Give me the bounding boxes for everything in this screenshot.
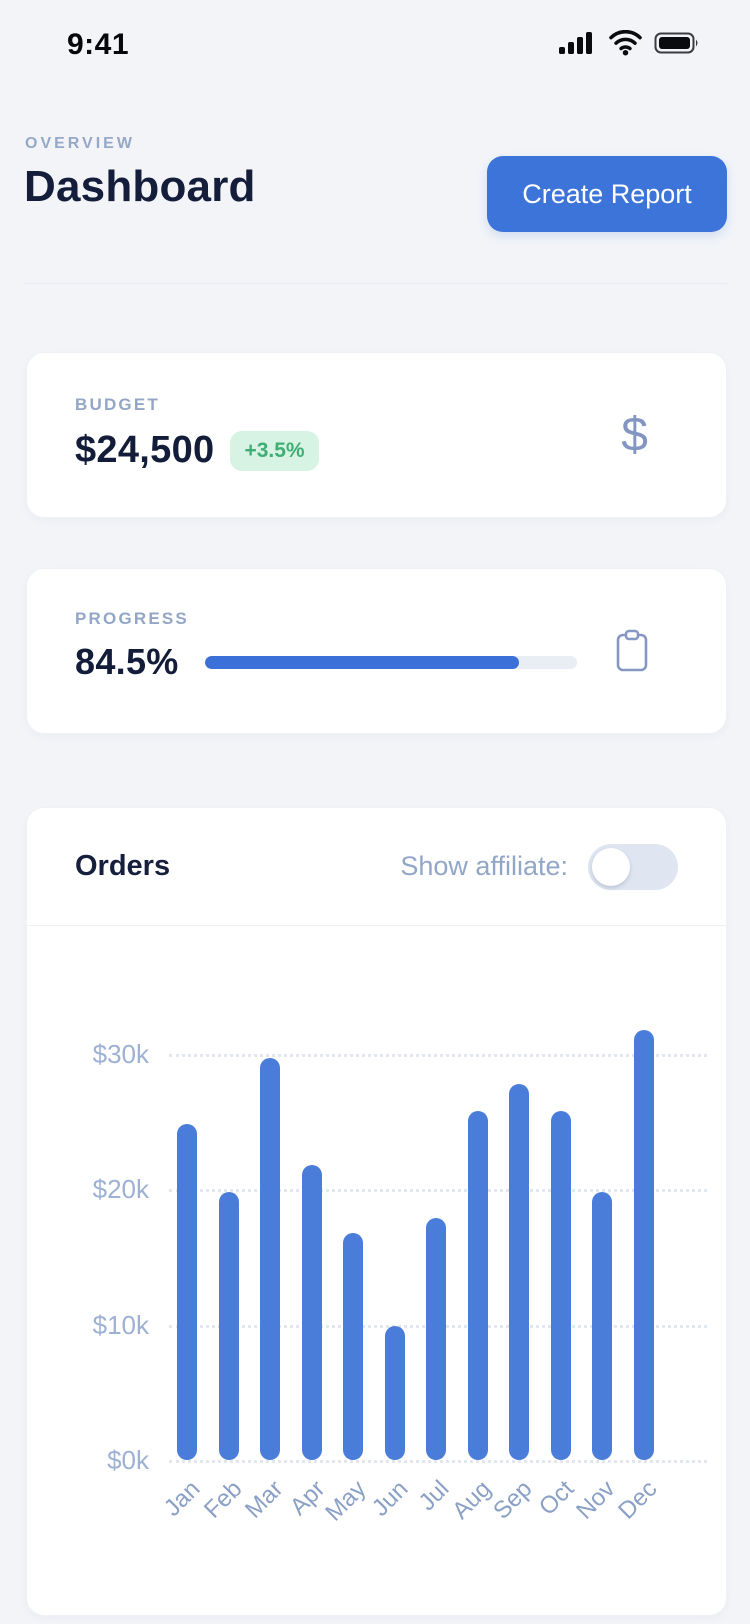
bar-aug	[467, 1110, 488, 1460]
show-affiliate-toggle[interactable]	[588, 843, 678, 890]
status-time: 9:41	[67, 28, 130, 61]
header-divider	[24, 283, 727, 284]
bar-feb	[218, 1192, 239, 1460]
gridline-$0k	[169, 1460, 707, 1463]
bar-oct	[550, 1110, 571, 1460]
page-title: Dashboard	[24, 162, 256, 211]
progress-label: PROGRESS	[75, 609, 189, 628]
gridline-$20k	[169, 1189, 707, 1193]
bar-apr	[301, 1164, 322, 1460]
bar-dec	[633, 1029, 654, 1460]
progress-bar	[204, 655, 577, 669]
progress-value: 84.5%	[75, 641, 179, 682]
section-eyebrow: OVERVIEW	[25, 135, 135, 152]
budget-delta-badge: +3.5%	[230, 430, 319, 471]
orders-card-header: Orders Show affiliate:	[27, 808, 726, 925]
cellular-signal-icon	[557, 30, 597, 56]
status-icons	[557, 30, 700, 56]
budget-card: BUDGET $24,500 +3.5% $	[26, 352, 727, 518]
toggle-knob	[592, 847, 630, 886]
dollar-icon: $	[621, 408, 648, 462]
bar-jun	[384, 1326, 405, 1460]
gridline-$30k	[169, 1054, 707, 1057]
y-axis-tick-label: $10k	[92, 1309, 149, 1340]
y-axis-tick-label: $30k	[92, 1039, 149, 1069]
show-affiliate-label: Show affiliate:	[400, 851, 568, 881]
bar-sep	[509, 1083, 529, 1460]
bar-nov	[592, 1192, 612, 1460]
progress-card: PROGRESS 84.5%	[26, 568, 727, 734]
clipboard-icon	[612, 628, 652, 674]
orders-title: Orders	[75, 850, 171, 882]
bar-jul	[426, 1217, 446, 1460]
orders-bar-chart: $0k $10k $20k $30k Jan Feb Mar Apr May Jun Jul Aug S…	[27, 925, 726, 1615]
battery-icon	[654, 30, 700, 56]
budget-label: BUDGET	[75, 395, 160, 414]
create-report-button[interactable]: Create Report	[487, 156, 727, 232]
bar-may	[343, 1232, 363, 1460]
y-axis-tick-label: $0k	[107, 1445, 149, 1475]
wifi-icon	[607, 30, 644, 56]
budget-value: $24,500	[75, 429, 215, 471]
orders-header-divider	[27, 925, 726, 926]
bar-mar	[260, 1058, 280, 1460]
progress-bar-fill	[204, 655, 519, 669]
bar-jan	[177, 1124, 197, 1460]
y-axis-tick-label: $20k	[92, 1174, 149, 1205]
orders-chart-card: Orders Show affiliate: $0k $10k $20k $30k Ja…	[26, 807, 727, 1616]
